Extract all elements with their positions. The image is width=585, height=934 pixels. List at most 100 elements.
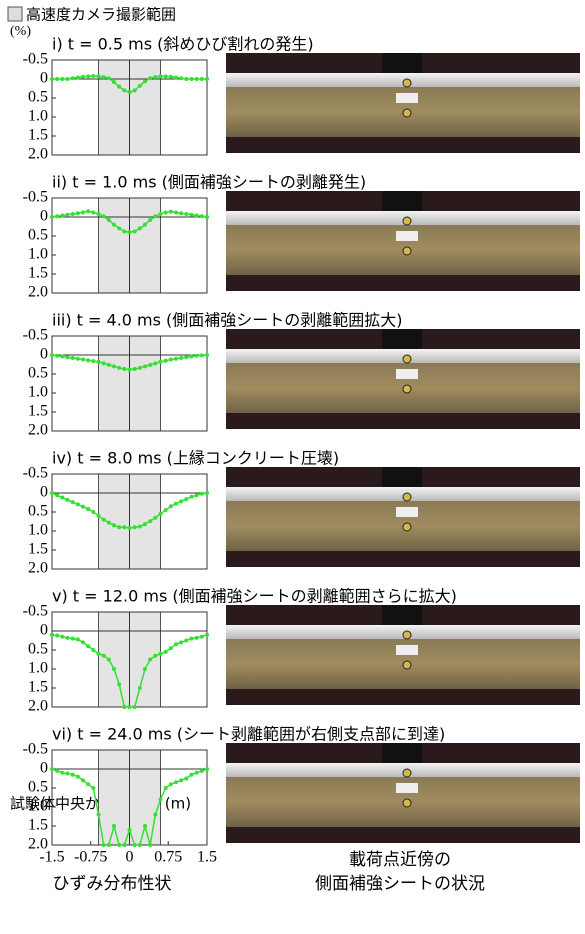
strain-point bbox=[143, 824, 147, 828]
y-tick-label: 2.0 bbox=[28, 698, 48, 715]
y-tick-label: 0 bbox=[40, 208, 48, 225]
y-tick-label: 1.0 bbox=[28, 522, 48, 539]
strain-point bbox=[133, 525, 137, 529]
strain-point bbox=[184, 77, 188, 81]
strain-point bbox=[97, 360, 101, 364]
strain-point bbox=[179, 356, 183, 360]
photo-loading-plate bbox=[382, 743, 422, 763]
photo-marker bbox=[403, 799, 411, 807]
strain-point bbox=[102, 518, 106, 522]
strain-point bbox=[169, 504, 173, 508]
strain-point bbox=[97, 813, 101, 817]
strain-point bbox=[107, 76, 111, 80]
strain-point bbox=[60, 213, 64, 217]
strain-point bbox=[66, 77, 70, 81]
chart-title: iv) t = 8.0 ms (上縁コンクリート圧壊) bbox=[52, 449, 339, 468]
y-tick-label: 1.5 bbox=[28, 403, 48, 420]
y-tick-label: -0.5 bbox=[23, 465, 48, 482]
x-tick-label: 0 bbox=[126, 849, 134, 866]
strain-point bbox=[55, 77, 59, 81]
y-tick-label: 1.5 bbox=[28, 541, 48, 558]
strain-point bbox=[102, 214, 106, 218]
y-tick-label: 0 bbox=[40, 760, 48, 777]
strain-point bbox=[159, 74, 163, 78]
y-tick-label: 0 bbox=[40, 622, 48, 639]
strain-point bbox=[195, 77, 199, 81]
y-tick-label: 2.0 bbox=[28, 560, 48, 577]
x-tick-label: 1.5 bbox=[197, 849, 217, 866]
strain-point bbox=[184, 212, 188, 216]
strain-point bbox=[205, 767, 209, 771]
strain-point bbox=[205, 77, 209, 81]
strain-point bbox=[60, 355, 64, 359]
strain-point bbox=[169, 210, 173, 214]
strain-point bbox=[86, 644, 90, 648]
strain-point bbox=[174, 75, 178, 79]
strain-point bbox=[55, 214, 59, 218]
strain-point bbox=[179, 211, 183, 215]
strain-point bbox=[148, 218, 152, 222]
y-tick-label: 0.5 bbox=[28, 89, 48, 106]
strain-point bbox=[153, 516, 157, 520]
strain-point bbox=[174, 357, 178, 361]
strain-point bbox=[86, 507, 90, 511]
strain-point bbox=[153, 214, 157, 218]
strain-point bbox=[91, 210, 95, 214]
strain-point bbox=[138, 686, 142, 690]
photo-marker bbox=[403, 769, 411, 777]
strain-point bbox=[102, 75, 106, 79]
strain-point bbox=[164, 74, 168, 78]
strain-point bbox=[97, 74, 101, 78]
strain-point bbox=[148, 843, 152, 847]
chart-title: v) t = 12.0 ms (側面補強シートの剥離範囲さらに拡大) bbox=[52, 587, 457, 606]
strain-point bbox=[117, 682, 121, 686]
strain-point bbox=[195, 493, 199, 497]
strain-point bbox=[66, 213, 70, 217]
strain-point bbox=[179, 76, 183, 80]
strain-point bbox=[133, 843, 137, 847]
strain-point bbox=[148, 363, 152, 367]
strain-point bbox=[76, 637, 80, 641]
strain-point bbox=[81, 75, 85, 79]
photo-loading-plate bbox=[382, 329, 422, 349]
strain-point bbox=[200, 353, 204, 357]
strain-point bbox=[159, 512, 163, 516]
strain-point bbox=[205, 491, 209, 495]
strain-point bbox=[102, 654, 106, 658]
y-tick-label: 1.5 bbox=[28, 817, 48, 834]
strain-point bbox=[97, 514, 101, 518]
strain-point bbox=[117, 366, 121, 370]
chart-title: vi) t = 24.0 ms (シート剥離範囲が右側支点部に到達) bbox=[52, 725, 445, 744]
strain-point bbox=[179, 640, 183, 644]
strain-point bbox=[205, 633, 209, 637]
y-tick-label: 0 bbox=[40, 484, 48, 501]
strain-point bbox=[50, 633, 54, 637]
photo-marker bbox=[403, 79, 411, 87]
strain-point bbox=[128, 828, 132, 832]
strain-point bbox=[153, 654, 157, 658]
strain-point bbox=[102, 361, 106, 365]
y-tick-label: 2.0 bbox=[28, 146, 48, 163]
strain-point bbox=[60, 77, 64, 81]
strain-point bbox=[122, 88, 126, 92]
strain-point bbox=[91, 648, 95, 652]
photo-target bbox=[396, 783, 418, 793]
y-tick-label: -0.5 bbox=[23, 189, 48, 206]
strain-point bbox=[148, 658, 152, 662]
chart-title: ii) t = 1.0 ms (側面補強シートの剥離発生) bbox=[52, 173, 366, 192]
x-tick-label: 0.75 bbox=[154, 849, 182, 866]
strain-point bbox=[190, 213, 194, 217]
strain-point bbox=[195, 636, 199, 640]
strain-point bbox=[159, 652, 163, 656]
photo-target bbox=[396, 507, 418, 517]
y-tick-label: 2.0 bbox=[28, 422, 48, 439]
strain-point bbox=[76, 211, 80, 215]
strain-point bbox=[81, 778, 85, 782]
strain-point bbox=[60, 496, 64, 500]
strain-point bbox=[81, 210, 85, 214]
strain-point bbox=[200, 769, 204, 773]
figure: 高速度カメラ撮影範囲 (%) 試験体中央からの距離 (m) ひずみ分布性状 載荷… bbox=[0, 0, 585, 934]
y-tick-label: 0.5 bbox=[28, 641, 48, 658]
strain-point bbox=[55, 769, 59, 773]
strain-point bbox=[112, 523, 116, 527]
